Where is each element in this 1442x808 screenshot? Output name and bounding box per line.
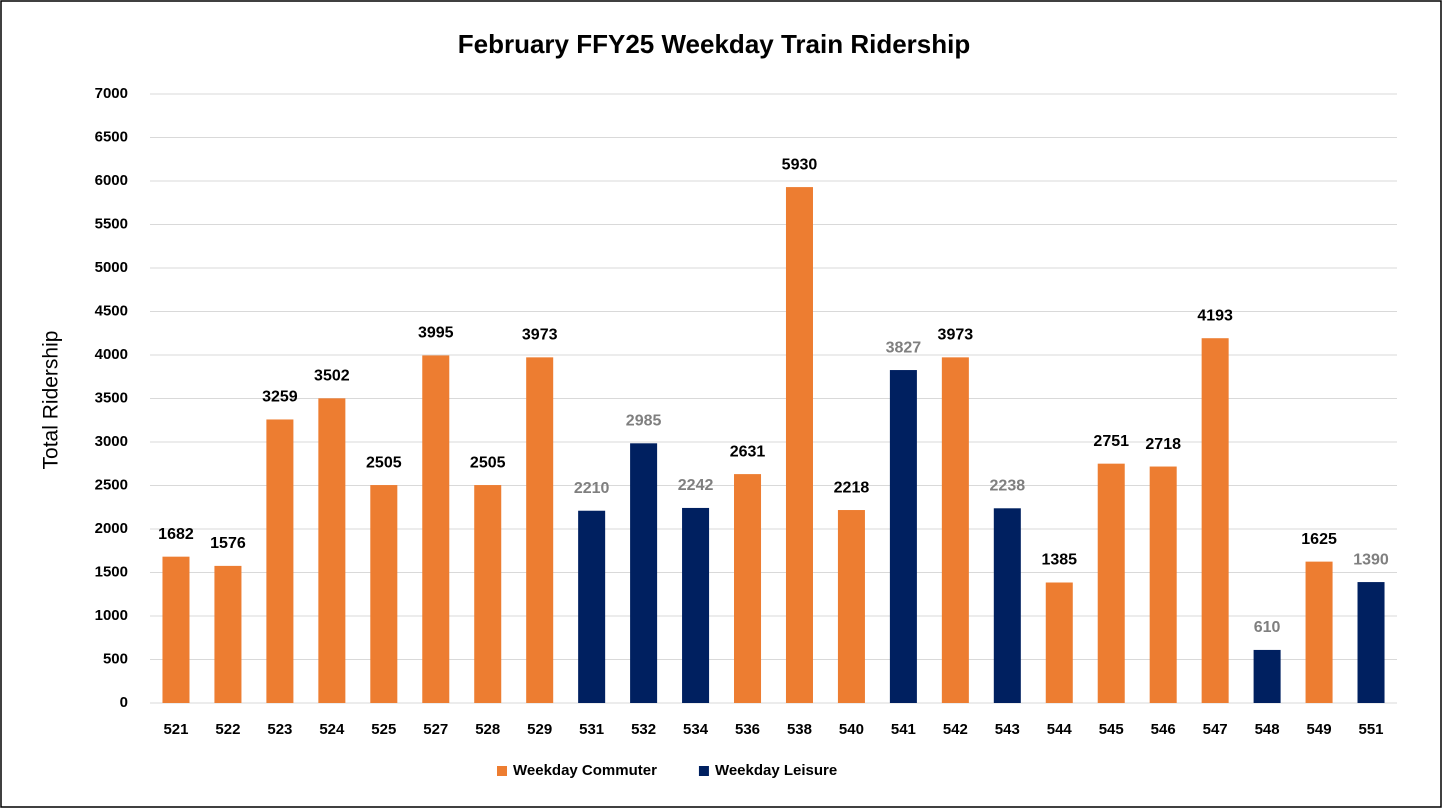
x-tick-label: 525 — [371, 721, 396, 738]
y-axis-title: Total Ridership — [40, 331, 63, 470]
bar — [422, 355, 450, 703]
x-tick-label: 522 — [215, 721, 240, 738]
x-tick-label: 545 — [1099, 721, 1124, 738]
data-label: 2718 — [1145, 436, 1181, 453]
bar — [370, 485, 398, 703]
y-tick-label: 3000 — [95, 433, 128, 450]
bar — [578, 510, 606, 703]
x-tick-label: 548 — [1255, 721, 1280, 738]
y-tick-label: 4500 — [95, 302, 128, 319]
x-tick-label: 532 — [631, 721, 656, 738]
y-tick-label: 5500 — [95, 215, 128, 232]
data-label: 1385 — [1041, 552, 1077, 569]
x-tick-label: 531 — [579, 721, 604, 738]
bar — [734, 474, 762, 703]
bar — [1045, 582, 1073, 703]
x-tick-label: 541 — [891, 721, 916, 738]
y-tick-label: 1000 — [95, 607, 128, 624]
bar — [682, 507, 710, 703]
bar — [941, 357, 969, 703]
x-tick-label: 529 — [527, 721, 552, 738]
legend-label: Weekday Leisure — [715, 762, 837, 779]
y-tick-label: 500 — [103, 650, 128, 667]
bar — [214, 565, 242, 703]
x-tick-label: 543 — [995, 721, 1020, 738]
x-tick-label: 551 — [1359, 721, 1384, 738]
data-label: 4193 — [1197, 307, 1233, 324]
data-label: 2218 — [834, 479, 870, 496]
y-tick-label: 0 — [120, 694, 128, 711]
data-label: 3502 — [314, 368, 350, 385]
data-label: 2238 — [990, 478, 1026, 495]
x-tick-label: 523 — [267, 721, 292, 738]
data-label: 2242 — [678, 477, 714, 494]
data-label: 1390 — [1353, 551, 1389, 568]
y-tick-label: 6000 — [95, 172, 128, 189]
x-tick-label: 527 — [423, 721, 448, 738]
x-tick-label: 528 — [475, 721, 500, 738]
data-label: 3827 — [886, 339, 922, 356]
y-tick-label: 6500 — [95, 128, 128, 145]
bar — [266, 419, 294, 703]
x-tick-label: 547 — [1203, 721, 1228, 738]
bar — [1357, 582, 1385, 703]
x-tick-label: 546 — [1151, 721, 1176, 738]
x-tick-label: 538 — [787, 721, 812, 738]
y-tick-label: 4000 — [95, 346, 128, 363]
x-tick-label: 549 — [1307, 721, 1332, 738]
bar — [837, 510, 865, 703]
bar — [474, 485, 502, 703]
bar — [1253, 649, 1281, 703]
x-tick-label: 536 — [735, 721, 760, 738]
bar — [318, 398, 346, 703]
data-label: 5930 — [782, 156, 818, 173]
data-label: 2505 — [366, 454, 402, 471]
y-tick-label: 2500 — [95, 476, 128, 493]
data-label: 3973 — [938, 327, 974, 344]
data-label: 1576 — [210, 535, 246, 552]
y-tick-label: 5000 — [95, 259, 128, 276]
data-label: 1625 — [1301, 531, 1337, 548]
data-label: 2210 — [574, 480, 610, 497]
bar — [526, 357, 554, 703]
x-tick-label: 542 — [943, 721, 968, 738]
y-tick-label: 1500 — [95, 563, 128, 580]
y-tick-label: 7000 — [95, 85, 128, 102]
y-tick-label: 2000 — [95, 520, 128, 537]
data-label: 3973 — [522, 327, 558, 344]
legend-swatch — [497, 766, 507, 776]
x-tick-label: 534 — [683, 721, 709, 738]
x-tick-label: 544 — [1047, 721, 1073, 738]
bar — [1097, 463, 1125, 703]
bar — [785, 187, 813, 704]
data-label: 2751 — [1093, 433, 1129, 450]
x-tick-label: 524 — [319, 721, 345, 738]
data-label: 2505 — [470, 454, 506, 471]
bar — [889, 370, 917, 703]
bar — [1201, 338, 1229, 703]
chart-title: February FFY25 Weekday Train Ridership — [458, 29, 970, 59]
bar — [1149, 466, 1177, 703]
bar — [630, 443, 658, 703]
legend-label: Weekday Commuter — [513, 762, 657, 779]
data-label: 2631 — [730, 443, 766, 460]
data-label: 610 — [1254, 619, 1281, 636]
y-tick-label: 3500 — [95, 389, 128, 406]
x-tick-label: 521 — [163, 721, 188, 738]
data-label: 3995 — [418, 325, 454, 342]
data-label: 1682 — [158, 526, 194, 543]
x-tick-label: 540 — [839, 721, 864, 738]
data-label: 3259 — [262, 389, 298, 406]
bar — [162, 556, 190, 703]
bar — [1305, 561, 1333, 703]
data-label: 2985 — [626, 413, 662, 430]
bar — [993, 508, 1021, 703]
legend-swatch — [698, 766, 709, 776]
